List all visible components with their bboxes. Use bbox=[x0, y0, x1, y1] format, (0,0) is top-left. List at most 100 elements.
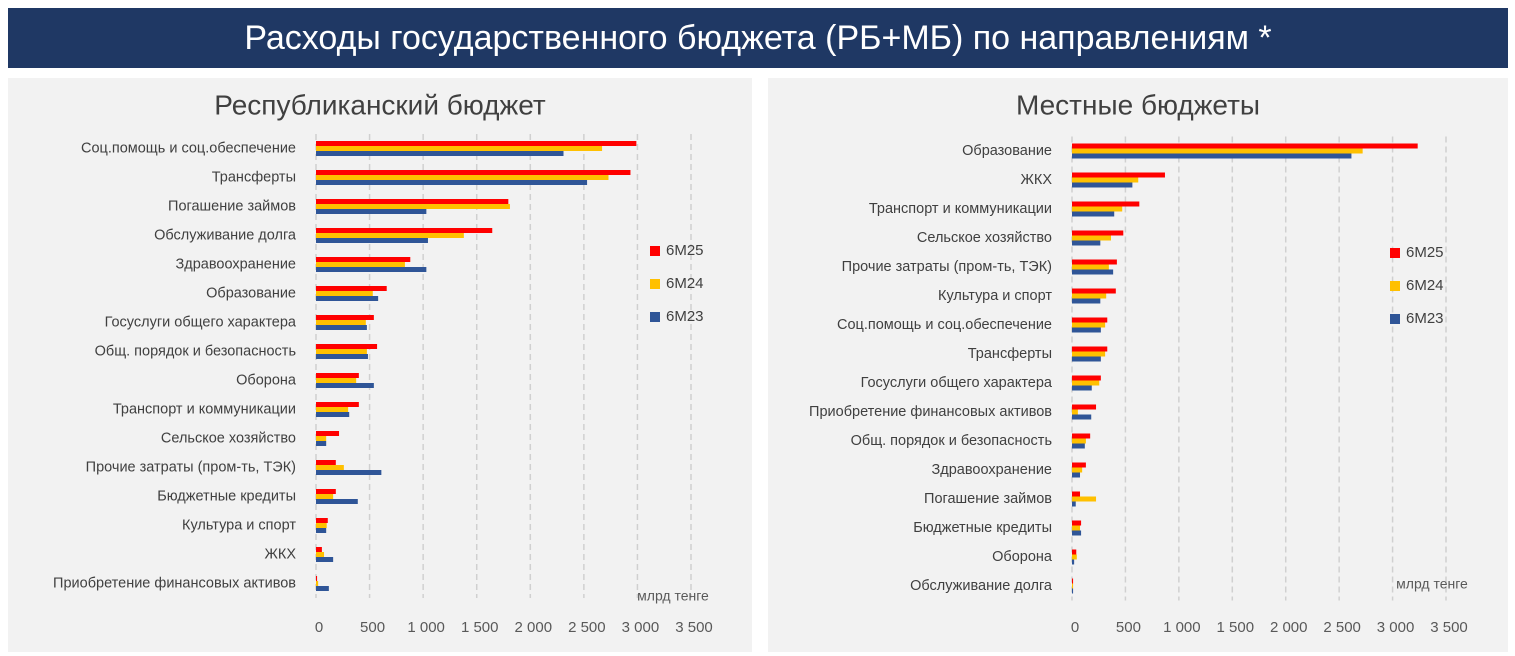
panel bbox=[768, 78, 1508, 652]
category-label: Общ. порядок и безопасность bbox=[95, 343, 296, 359]
bar bbox=[1072, 201, 1140, 207]
bar bbox=[1072, 298, 1101, 304]
bar bbox=[316, 441, 327, 446]
axis-unit: млрд тенге bbox=[637, 588, 709, 604]
bar bbox=[316, 373, 359, 378]
bar bbox=[316, 581, 319, 586]
bar bbox=[316, 557, 334, 562]
x-tick-label: 500 bbox=[1116, 619, 1141, 636]
bar bbox=[1072, 467, 1083, 473]
bar bbox=[316, 291, 373, 296]
bar bbox=[1072, 153, 1352, 159]
legend-label: 6М23 bbox=[666, 308, 704, 325]
legend-label: 6М24 bbox=[666, 275, 704, 292]
bar bbox=[1072, 177, 1139, 183]
bar bbox=[316, 286, 387, 291]
bar bbox=[316, 354, 368, 359]
x-tick-label: 0 bbox=[1071, 619, 1079, 636]
bar bbox=[1072, 206, 1123, 212]
category-label: Приобретение финансовых активов bbox=[53, 575, 296, 591]
bar bbox=[1072, 409, 1078, 415]
bar bbox=[1072, 525, 1081, 531]
bar bbox=[316, 431, 340, 436]
category-label: Трансферты bbox=[212, 169, 296, 185]
bar bbox=[316, 146, 603, 151]
bar bbox=[316, 383, 374, 388]
bar bbox=[1072, 520, 1082, 526]
legend-swatch bbox=[650, 279, 660, 289]
bar bbox=[316, 586, 329, 591]
category-label: ЖКХ bbox=[264, 546, 296, 562]
bar bbox=[1072, 182, 1133, 188]
bar bbox=[1072, 143, 1418, 149]
category-label: Обслуживание долга bbox=[910, 578, 1053, 594]
bar bbox=[1072, 578, 1074, 584]
bar bbox=[316, 267, 427, 272]
category-label: Прочие затраты (пром-ть, ТЭК) bbox=[842, 259, 1052, 275]
bar bbox=[1072, 240, 1101, 246]
bar bbox=[316, 528, 327, 533]
bar bbox=[1072, 356, 1101, 362]
bar bbox=[316, 576, 318, 581]
bar bbox=[316, 436, 327, 441]
bar bbox=[1072, 172, 1165, 178]
bar bbox=[1072, 317, 1108, 323]
bar bbox=[316, 262, 405, 267]
bar bbox=[316, 494, 334, 499]
bar bbox=[1072, 501, 1076, 507]
page-title: Расходы государственного бюджета (РБ+МБ)… bbox=[244, 19, 1271, 57]
axis-unit: млрд тенге bbox=[1396, 576, 1468, 592]
x-tick-label: 1 500 bbox=[461, 619, 499, 636]
bar bbox=[1072, 583, 1074, 589]
bar bbox=[1072, 351, 1106, 357]
bar bbox=[1072, 491, 1081, 497]
bar bbox=[1072, 288, 1116, 294]
legend-label: 6М24 bbox=[1406, 277, 1444, 294]
bar bbox=[316, 199, 509, 204]
bar bbox=[316, 209, 427, 214]
x-tick-label: 500 bbox=[360, 619, 385, 636]
bar bbox=[1072, 327, 1101, 333]
bar bbox=[316, 523, 327, 528]
category-label: Погашение займов bbox=[168, 198, 296, 214]
category-label: Транспорт и коммуникации bbox=[869, 201, 1052, 217]
bar bbox=[1072, 235, 1112, 241]
category-label: Трансферты bbox=[968, 346, 1052, 362]
x-tick-label: 3 000 bbox=[1377, 619, 1415, 636]
bar bbox=[316, 204, 510, 209]
category-label: Госуслуги общего характера bbox=[861, 375, 1053, 391]
bar bbox=[316, 552, 325, 557]
bar bbox=[316, 315, 374, 320]
x-tick-label: 1 000 bbox=[407, 619, 445, 636]
bar bbox=[1072, 264, 1109, 270]
bar bbox=[1072, 346, 1108, 352]
bar bbox=[1072, 554, 1077, 560]
x-tick-label: 2 500 bbox=[568, 619, 606, 636]
bar bbox=[316, 320, 366, 325]
category-label: Бюджетные кредиты bbox=[913, 520, 1052, 536]
bar bbox=[1072, 269, 1114, 275]
category-label: Общ. порядок и безопасность bbox=[851, 433, 1052, 449]
legend-swatch bbox=[650, 312, 660, 322]
category-label: Сельское хозяйство bbox=[917, 230, 1052, 246]
bar bbox=[316, 228, 493, 233]
x-tick-label: 2 500 bbox=[1323, 619, 1361, 636]
bar bbox=[1072, 588, 1074, 594]
bar bbox=[1072, 496, 1097, 502]
bar bbox=[316, 296, 379, 301]
bar bbox=[1072, 211, 1115, 217]
bar bbox=[316, 407, 349, 412]
bar bbox=[316, 402, 359, 407]
bar bbox=[316, 180, 588, 185]
x-tick-label: 3 000 bbox=[622, 619, 660, 636]
bar bbox=[1072, 549, 1077, 555]
x-tick-label: 3 500 bbox=[675, 619, 713, 636]
category-label: Здравоохранение bbox=[176, 256, 296, 272]
bar bbox=[316, 257, 411, 262]
x-tick-label: 0 bbox=[315, 619, 323, 636]
header-band bbox=[8, 8, 1508, 68]
bar bbox=[1072, 404, 1097, 410]
bar bbox=[1072, 380, 1100, 386]
bar bbox=[316, 170, 631, 175]
category-label: Погашение займов bbox=[924, 491, 1052, 507]
